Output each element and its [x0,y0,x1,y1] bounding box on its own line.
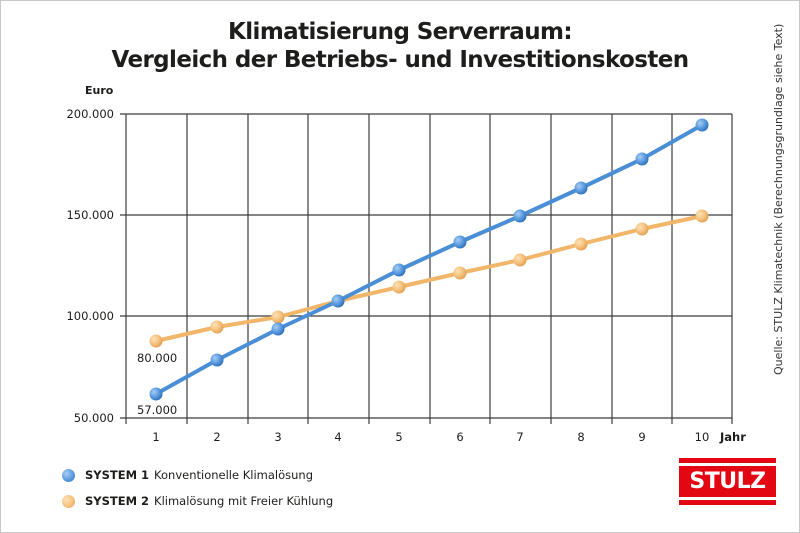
legend-system1-name: SYSTEM 1 [85,468,150,482]
source-note: Quelle: STULZ Klimatechnik (Berechnungsg… [772,23,785,375]
annotation-system1-start: 57.000 [137,403,178,417]
legend-marker-orange-icon [62,494,75,508]
x-tick-4: 4 [334,430,342,444]
logo-text: STULZ [689,469,766,494]
series-system2-line [155,214,703,343]
grid-lines [120,113,733,424]
x-tick-9: 9 [638,430,646,444]
series-system1-line [155,123,703,396]
legend-marker-blue-icon [62,468,75,482]
x-tick-10: 10 [694,430,710,444]
chart-title-line2: Vergleich der Betriebs- und Investitions… [111,47,690,73]
x-tick-5: 5 [395,430,403,444]
x-tick-2: 2 [213,430,221,444]
y-tick-150000: 150.000 [66,208,114,222]
y-axis-unit: Euro [85,84,114,97]
legend-system1-label: Konventionelle Klimalösung [154,468,314,482]
legend-system2-name: SYSTEM 2 [85,494,150,508]
legend-item-system2: SYSTEM 2 Klimalösung mit Freier Kühlung [62,494,333,508]
annotation-system2-start: 80.000 [137,351,178,365]
logo-bar-top [679,458,776,463]
logo-bar-mid [679,466,776,497]
y-tick-100000: 100.000 [66,309,114,323]
x-tick-8: 8 [577,430,585,444]
legend-system2-label: Klimalösung mit Freier Kühlung [154,494,334,508]
x-tick-1: 1 [152,430,160,444]
y-tick-50000: 50.000 [73,411,114,425]
x-tick-6: 6 [456,430,464,444]
series-system1-markers [149,118,709,401]
chart-title-line1: Klimatisierung Serverraum: [228,19,573,45]
y-tick-200000: 200.000 [66,107,114,121]
logo-bar-bottom [679,500,776,505]
x-axis-unit: Jahr [720,430,746,444]
legend-item-system1: SYSTEM 1 Konventionelle Klimalösung [62,468,313,482]
x-tick-7: 7 [516,430,524,444]
stulz-logo: STULZ [679,458,776,506]
x-tick-3: 3 [274,430,282,444]
